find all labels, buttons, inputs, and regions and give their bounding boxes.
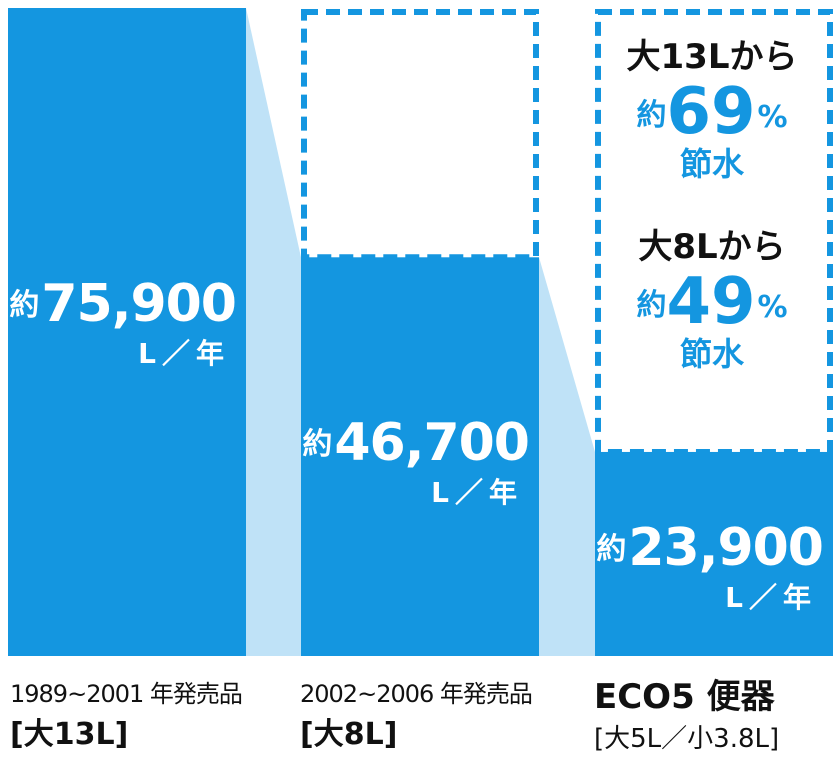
bar-value-label-1989: 約75,900 L／年 <box>9 278 237 370</box>
savings-percent: 49 <box>666 265 756 339</box>
savings-percent-row: 約69% <box>596 80 828 144</box>
release-period: 1989~2001 年発売品 <box>10 680 243 708</box>
dashed-outline-bar-eco5 <box>595 9 833 455</box>
category-label-2002: 2002~2006 年発売品 [大8L] <box>300 680 533 752</box>
dashed-outline-bar-2002 <box>301 9 539 261</box>
approx-prefix: 約 <box>636 98 667 133</box>
bar-value: 23,900 <box>628 517 824 578</box>
bar-value-label-2002: 約46,700 L／年 <box>302 417 530 510</box>
bar-unit: L／年 <box>138 337 230 370</box>
savings-annotation-from-13l: 大13Lから 約69% 節水 <box>596 40 828 180</box>
product-name: ECO5 便器 <box>594 677 775 717</box>
bar-unit: L／年 <box>431 476 523 510</box>
percent-symbol: % <box>757 100 788 135</box>
bar-unit: L／年 <box>725 580 817 614</box>
savings-baseline: 大8Lから <box>638 227 786 267</box>
savings-word: 節水 <box>679 145 744 183</box>
bar-value-label-eco5: 約23,900 L／年 <box>596 522 824 614</box>
percent-symbol: % <box>757 290 788 325</box>
approx-prefix: 約 <box>636 288 667 323</box>
savings-annotation-from-8l: 大8Lから 約49% 節水 <box>596 230 828 370</box>
bar-value: 75,900 <box>41 274 237 334</box>
approx-prefix: 約 <box>9 288 40 323</box>
approx-prefix: 約 <box>302 427 333 463</box>
connector-2 <box>539 257 595 656</box>
bar-eco5 <box>595 451 833 656</box>
savings-percent-row: 約49% <box>596 270 828 334</box>
savings-percent: 69 <box>666 75 756 149</box>
bar-value: 46,700 <box>334 413 530 474</box>
tank-size: [大13L] <box>10 717 129 752</box>
bar-1989 <box>8 8 246 656</box>
savings-word: 節水 <box>679 335 744 373</box>
approx-prefix: 約 <box>596 531 627 567</box>
release-period: 2002~2006 年発売品 <box>300 680 533 708</box>
tank-size: [大5L／小3.8L] <box>594 724 780 754</box>
savings-baseline: 大13Lから <box>626 37 798 77</box>
tank-size: [大8L] <box>300 717 398 752</box>
category-label-1989: 1989~2001 年発売品 [大13L] <box>10 680 243 752</box>
category-label-eco5: ECO5 便器 [大5L／小3.8L] <box>594 680 779 752</box>
bar-2002 <box>301 257 539 656</box>
connector-1 <box>246 8 301 656</box>
